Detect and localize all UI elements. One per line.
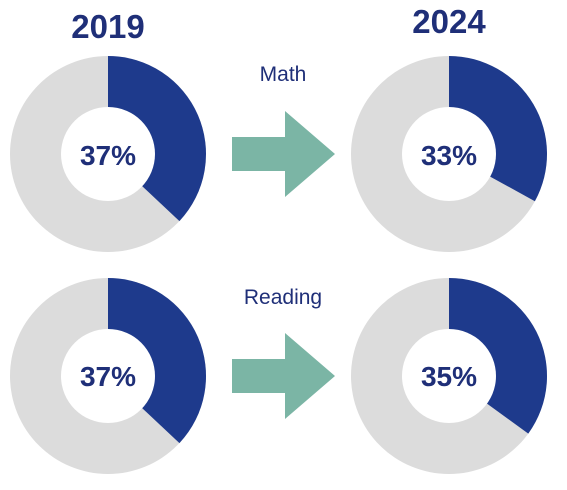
chart-marks	[10, 56, 547, 474]
donut-slice-math-2019	[108, 56, 206, 222]
donut-label-reading-2024: 35%	[421, 361, 477, 392]
donut-hole-math-2024	[402, 107, 496, 201]
arrow-icon-math	[232, 111, 335, 197]
donut-slice-reading-2019	[108, 278, 206, 444]
year-label-2024: 2024	[412, 3, 486, 40]
year-label-2019: 2019	[71, 8, 144, 45]
donut-hole-reading-2019	[61, 329, 155, 423]
donut-label-math-2019: 37%	[80, 140, 136, 171]
donut-label-math-2024: 33%	[421, 140, 477, 171]
donut-hole-math-2019	[61, 107, 155, 201]
subject-label-math: Math	[260, 63, 307, 86]
donut-label-reading-2019: 37%	[80, 361, 136, 392]
donut-slice-reading-2024	[449, 278, 547, 434]
subject-label-reading: Reading	[244, 286, 322, 309]
donut-hole-reading-2024	[402, 329, 496, 423]
arrow-icon-reading	[232, 333, 335, 419]
